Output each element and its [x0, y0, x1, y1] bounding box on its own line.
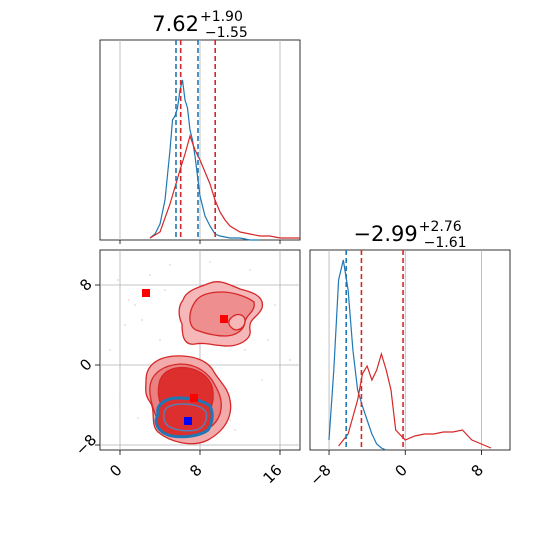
joint-marker-2 — [190, 394, 198, 402]
joint-ytick-label: −8 — [72, 431, 100, 459]
joint-panel: 0 8 16 −8 0 8 — [72, 249, 301, 487]
joint-xtick-label: 0 — [106, 461, 125, 480]
histogram-series-0 — [149, 79, 260, 241]
top-left-grid — [119, 40, 281, 244]
top-left-title: 7.62+1.90 −1.55 — [152, 9, 248, 41]
bottom-right-frame — [309, 249, 511, 451]
bottom-right-ticks: −8 0 8 — [306, 450, 487, 489]
bottom-right-xtick-label: 0 — [391, 461, 410, 480]
joint-ytick-label: 8 — [76, 275, 95, 294]
joint-xtick-label: 16 — [259, 461, 285, 487]
bottom-right-xtick-label: −8 — [306, 461, 334, 489]
bottom-right-quantile-lines — [345, 250, 404, 450]
joint-markers — [142, 289, 228, 425]
bottom-right-histograms — [328, 259, 492, 451]
histogram-series-1 — [338, 351, 492, 449]
top-left-quantile-lines — [175, 40, 216, 240]
top-left-panel: 7.62+1.90 −1.55 — [99, 9, 301, 244]
joint-xtick-label: 8 — [186, 461, 205, 480]
upper-mode-hole — [228, 313, 246, 331]
histogram-series-0 — [328, 259, 387, 451]
upper-mode-contours — [178, 281, 264, 347]
blue-inner-contour — [162, 403, 208, 432]
joint-marker-0 — [142, 289, 150, 297]
joint-marker-3 — [184, 417, 192, 425]
bottom-right-panel: −8 0 8 −2.99+2.76 −1.61 — [306, 219, 511, 489]
joint-ytick-label: 0 — [76, 355, 95, 374]
bottom-right-xtick-label: 8 — [468, 461, 487, 480]
bottom-right-grid — [328, 250, 482, 450]
bottom-right-title: −2.99+2.76 −1.61 — [353, 219, 466, 251]
joint-background-samples — [109, 261, 291, 431]
joint-marker-1 — [220, 315, 228, 323]
